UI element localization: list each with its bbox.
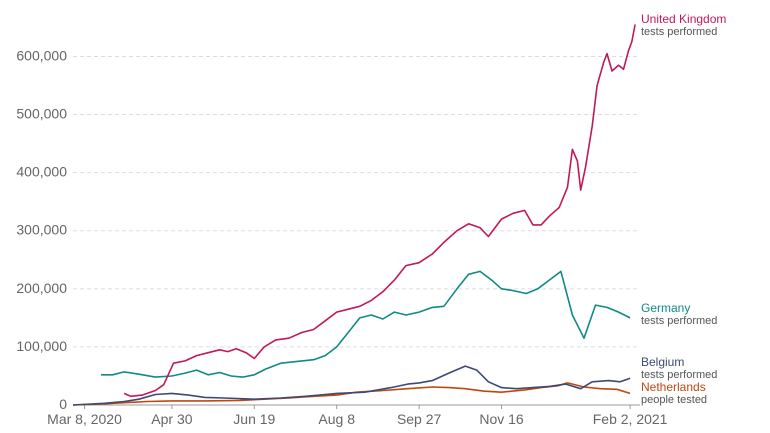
- x-tick-label: Aug 8: [318, 411, 355, 427]
- y-tick-label: 500,000: [16, 106, 67, 122]
- x-tick-label: Nov 16: [479, 411, 524, 427]
- series-label-germany: Germany: [641, 301, 690, 315]
- grid-lines: [73, 55, 640, 406]
- series-label-belgium: Belgium: [641, 355, 684, 369]
- series-line-united-kingdom: [123, 24, 636, 398]
- series-lines: [72, 24, 636, 406]
- y-tick-label: 600,000: [16, 47, 67, 63]
- x-tick-label: Apr 30: [151, 411, 192, 427]
- x-tick-label: Sep 27: [397, 411, 442, 427]
- series-sublabel-united-kingdom: tests performed: [641, 26, 717, 38]
- y-tick-label: 100,000: [16, 338, 67, 354]
- y-tick-label: 200,000: [16, 280, 67, 296]
- x-tick-label: Mar 8, 2020: [47, 411, 122, 427]
- series-sublabel-belgium: tests performed: [641, 369, 717, 381]
- y-tick-label: 300,000: [16, 222, 67, 238]
- series-sublabel-germany: tests performed: [641, 315, 717, 327]
- x-tick-label: Jun 19: [233, 411, 275, 427]
- series-label-netherlands: Netherlands: [641, 380, 706, 394]
- y-axis-tick-labels: 0 100,000 200,000 300,000 400,000 500,000 600,…: [16, 47, 67, 412]
- series-sublabel-netherlands: people tested: [641, 394, 707, 406]
- series-line-belgium: [72, 365, 631, 406]
- x-tick-label: Feb 2, 2021: [593, 411, 668, 427]
- series-line-germany: [101, 270, 631, 378]
- x-axis-tick-labels: Mar 8, 2020 Apr 30 Jun 19 Aug 8 Sep 27 Nov 16…: [47, 405, 668, 427]
- series-label-united-kingdom: United Kingdom: [641, 12, 726, 26]
- y-tick-label: 400,000: [16, 164, 67, 180]
- y-tick-label: 0: [59, 396, 67, 412]
